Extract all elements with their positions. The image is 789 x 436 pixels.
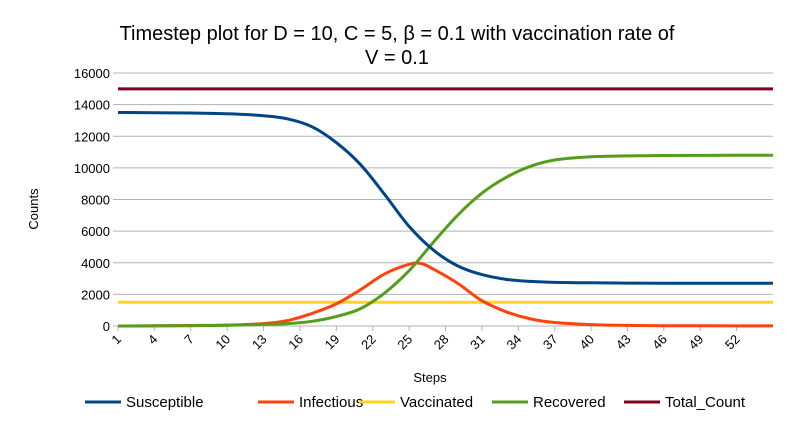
gridlines [118, 72, 773, 295]
x-tick-label: 25 [394, 332, 415, 353]
x-tick-label: 37 [540, 332, 561, 353]
x-tick-label: 52 [722, 332, 743, 353]
series-line-recovered [117, 153, 773, 328]
x-tick-label: 40 [576, 332, 597, 353]
x-tick-label: 16 [285, 332, 306, 353]
chart-title-line1: Timestep plot for D = 10, C = 5, β = 0.1… [120, 23, 675, 45]
y-tick-label: 10000 [74, 161, 110, 176]
y-tick-label: 2000 [81, 287, 110, 302]
y-tick-label: 4000 [81, 256, 110, 271]
y-axis-label: Counts [26, 188, 41, 230]
y-axis-ticks: 0 2000 4000 6000 8000 10000 12000 14000 16000 [74, 66, 118, 334]
x-tick-label: 19 [322, 332, 343, 353]
series-layer [117, 87, 773, 328]
chart-title-line2: V = 0.1 [365, 47, 429, 69]
legend-label-infectious: Infectious [299, 394, 363, 411]
x-tick-label: 46 [649, 332, 670, 353]
y-tick-label: 12000 [74, 129, 110, 144]
x-axis-ticks: 1 4 7 10 13 16 19 22 25 28 31 34 37 40 43 46 49 52 [108, 326, 743, 353]
x-tick-label: 22 [358, 332, 379, 353]
x-axis-label: Steps [413, 370, 447, 385]
y-tick-label: 8000 [81, 193, 110, 208]
legend-label-recovered: Recovered [533, 394, 606, 411]
x-tick-label: 28 [431, 332, 452, 353]
legend-label-vaccinated: Vaccinated [400, 394, 473, 411]
y-tick-label: 16000 [74, 66, 110, 81]
legend-label-total-count: Total_Count [665, 394, 746, 411]
x-tick-label: 13 [249, 332, 270, 353]
x-tick-label: 34 [504, 332, 525, 353]
x-tick-label: 7 [181, 332, 197, 348]
x-tick-label: 31 [467, 332, 488, 353]
y-tick-label: 0 [103, 319, 110, 334]
legend-label-susceptible: Susceptible [126, 394, 204, 411]
x-tick-label: 4 [145, 332, 161, 348]
y-tick-label: 6000 [81, 224, 110, 239]
legend: Susceptible Infectious Vaccinated Recovered… [85, 394, 746, 411]
series-line-susceptible [117, 111, 773, 285]
x-tick-label: 10 [212, 332, 233, 353]
y-tick-label: 14000 [74, 98, 110, 113]
x-tick-label: 43 [613, 332, 634, 353]
x-tick-label: 49 [686, 332, 707, 353]
x-tick-label: 1 [108, 332, 124, 348]
